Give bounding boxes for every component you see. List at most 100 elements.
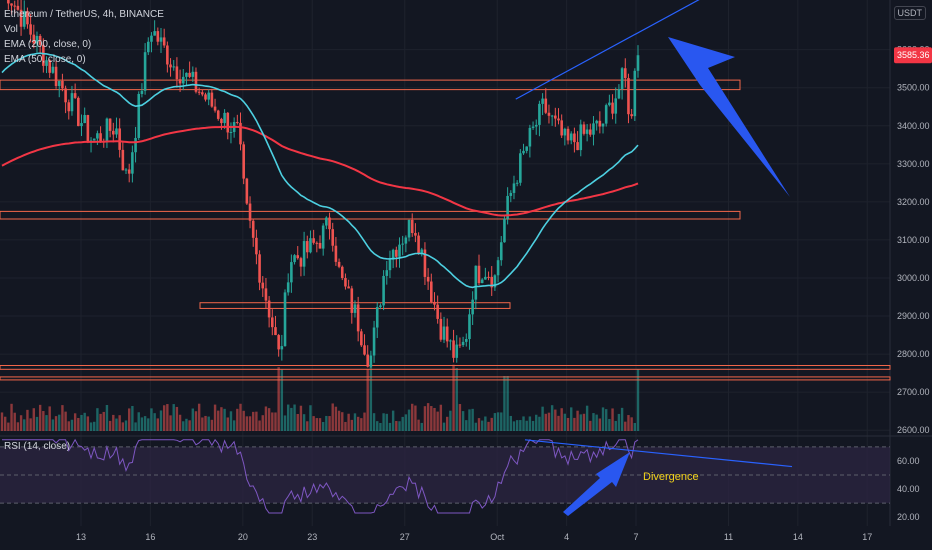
volume-bar [420, 422, 423, 431]
rsi-legend[interactable]: RSI (14, close) [4, 441, 71, 452]
candle-body [204, 94, 207, 100]
candle-body [302, 241, 306, 267]
candle [630, 108, 633, 119]
ema200-legend[interactable]: EMA (200, close, 0) [4, 39, 92, 50]
candle-body [245, 178, 249, 204]
candle [236, 114, 239, 125]
volume-bar [23, 419, 26, 431]
candle [45, 56, 48, 74]
candle [573, 127, 576, 153]
candle [35, 31, 39, 53]
volume-legend[interactable]: Vol [4, 24, 18, 35]
candle [509, 190, 513, 203]
candle [137, 91, 141, 140]
volume-bar [433, 407, 436, 431]
candle [410, 213, 414, 237]
symbol-title[interactable]: Ethereum / TetherUS, 4h, BINANCE [4, 9, 164, 20]
candle-body [299, 258, 303, 267]
volume-bar [137, 412, 140, 431]
volume-bar [592, 413, 595, 431]
price-zone [0, 376, 891, 381]
candle [620, 67, 624, 100]
candle [178, 69, 182, 92]
volume-bar [35, 416, 39, 431]
candle-body [340, 266, 344, 279]
candle-body [519, 153, 522, 183]
volume-bar [258, 420, 261, 431]
volume-bar [7, 422, 10, 431]
volume-bar [143, 416, 147, 431]
volume-bar [245, 416, 249, 431]
candle [32, 24, 36, 49]
candle-body [143, 52, 147, 91]
candle-body [131, 152, 134, 174]
candle-body [458, 344, 462, 346]
volume-bar [611, 408, 614, 431]
volume-bar [573, 417, 576, 431]
volume-bar [579, 414, 582, 431]
candle [226, 111, 230, 140]
candle-body [582, 124, 586, 134]
candle-body [576, 142, 579, 151]
volume-bar [401, 416, 404, 431]
candle-body [608, 102, 611, 106]
candle-body [255, 237, 258, 255]
volume-bar [312, 416, 315, 431]
candle [506, 187, 509, 225]
price-tick-label: 2800.00 [897, 349, 930, 359]
candle-body [197, 91, 201, 93]
volume-bar [83, 412, 86, 431]
candle [360, 328, 363, 347]
volume-bar [601, 407, 605, 431]
candle [344, 273, 347, 290]
candle-body [32, 34, 36, 44]
volume-bar [185, 418, 188, 431]
price-zone [0, 79, 741, 91]
candle [525, 146, 528, 154]
volume-bar [353, 413, 357, 431]
volume-bar [550, 405, 554, 431]
candle-body [522, 150, 525, 154]
candle [493, 274, 497, 291]
current-price-label: 3585.36 [897, 50, 930, 60]
volume-bar [77, 417, 80, 431]
candle [267, 296, 271, 328]
candle [286, 273, 290, 296]
candle [124, 168, 128, 175]
candle-body [134, 137, 137, 153]
candle [302, 231, 306, 276]
candle-body [67, 102, 71, 112]
candle [452, 329, 455, 363]
volume-bar [29, 418, 32, 431]
volume-bar [608, 418, 611, 431]
ema50-legend[interactable]: EMA (50, close, 0) [4, 54, 86, 65]
candle [576, 131, 579, 151]
volume-bar [306, 421, 309, 431]
volume-bar [334, 406, 338, 431]
candle-body [61, 80, 64, 89]
candle [318, 235, 322, 249]
candle-body [248, 203, 252, 221]
price-tick-label: 2900.00 [897, 311, 930, 321]
volume-bar [112, 414, 115, 431]
candle-body [305, 241, 309, 253]
candle-body [550, 115, 554, 117]
volume-bar [350, 419, 353, 431]
candle [592, 116, 595, 146]
candle [70, 85, 74, 116]
candle [544, 88, 548, 115]
candle [404, 235, 408, 253]
volume-bar [13, 412, 16, 431]
candle-body [86, 115, 90, 142]
volume-bar [191, 408, 194, 431]
price-tick-label: 3000.00 [897, 273, 930, 283]
currency-unit-badge[interactable]: USDT [893, 6, 926, 20]
candle-body [83, 115, 86, 124]
volume-bar [560, 408, 563, 431]
volume-bar [115, 418, 118, 431]
candle [601, 123, 605, 134]
candle-body [213, 106, 217, 111]
candle [112, 122, 115, 143]
candle [531, 121, 535, 130]
